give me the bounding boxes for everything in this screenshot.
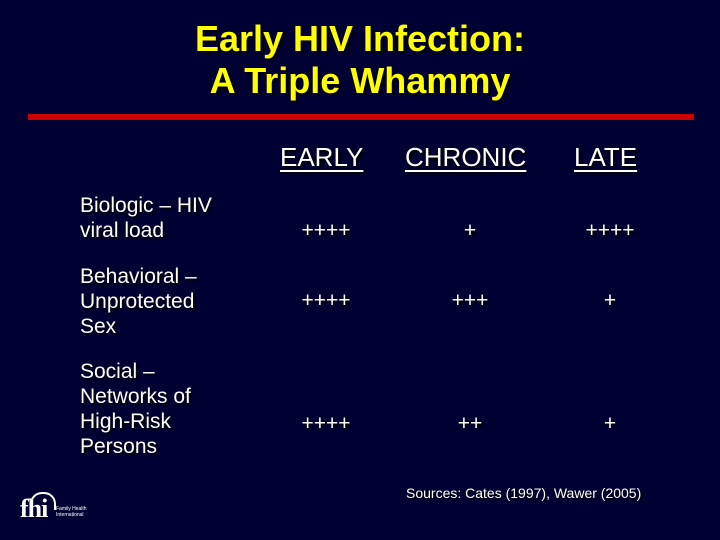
title-line-1: Early HIV Infection: [194, 18, 526, 59]
slide-title: Early HIV Infection: A Triple Whammy [0, 18, 720, 102]
cell-behavioral-early: ++++ [301, 289, 351, 312]
logo-subtitle: Family Health International [56, 506, 116, 518]
logo-subtitle-line: International [56, 512, 84, 518]
fhi-logo: fhi Family Health International [20, 492, 130, 528]
cell-social-chronic: ++ [457, 412, 483, 435]
row-label-social: Social – Networks of High-Risk Persons [80, 359, 280, 459]
sources-citation: Sources: Cates (1997), Wawer (2005) [406, 485, 642, 501]
row-label-line: Biologic – HIV [80, 194, 212, 217]
logo-subtitle-line: Family Health [56, 506, 87, 512]
cell-social-late: + [603, 412, 617, 435]
title-line-2: A Triple Whammy [209, 60, 511, 101]
cell-behavioral-chronic: +++ [451, 289, 489, 312]
cell-behavioral-late: + [603, 289, 617, 312]
column-header-late: LATE [574, 142, 638, 172]
row-label-line: Social – [80, 360, 155, 383]
cell-biologic-late: ++++ [585, 219, 635, 242]
row-label-line: Networks of [80, 385, 191, 408]
row-label-line: Persons [80, 435, 158, 458]
column-header-early: EARLY [280, 142, 364, 172]
column-header-chronic: CHRONIC [405, 142, 527, 172]
cell-social-early: ++++ [301, 412, 351, 435]
row-label-line: Unprotected [80, 290, 195, 313]
row-label-line: viral load [80, 219, 165, 242]
logo-mark: fhi [20, 494, 48, 523]
row-label-biologic: Biologic – HIV viral load [80, 193, 280, 243]
cell-biologic-early: ++++ [301, 219, 351, 242]
row-label-line: Sex [80, 315, 117, 338]
row-label-line: High-Risk [80, 410, 172, 433]
title-divider [28, 114, 694, 120]
cell-biologic-chronic: + [463, 219, 477, 242]
row-label-behavioral: Behavioral – Unprotected Sex [80, 264, 280, 339]
logo-arc-icon [30, 492, 56, 510]
row-label-line: Behavioral – [80, 265, 197, 288]
